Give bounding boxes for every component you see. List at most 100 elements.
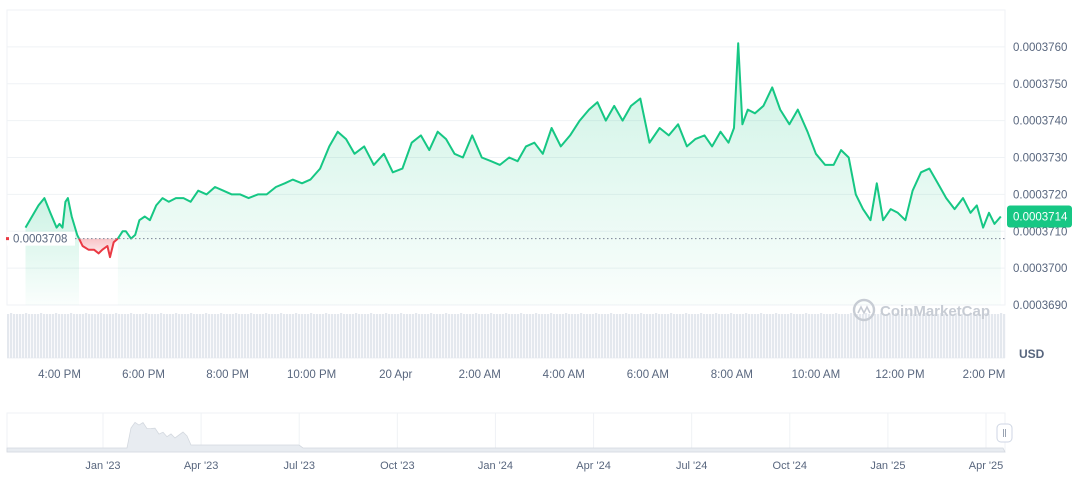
volume-bar (562, 314, 565, 358)
volume-bar (841, 314, 844, 358)
volume-bar (856, 314, 859, 358)
volume-bar (160, 313, 163, 358)
volume-bar (967, 314, 970, 358)
volume-bar (355, 313, 358, 358)
volume-bar (649, 314, 652, 358)
volume-bar (697, 314, 700, 358)
volume-bar (508, 314, 511, 358)
volume-bar (64, 314, 67, 358)
volume-bar (148, 314, 151, 358)
volume-bar (490, 313, 493, 358)
volume-bar (292, 314, 295, 358)
volume-bar (727, 314, 730, 358)
volume-bar (91, 314, 94, 358)
price-area-up (25, 198, 79, 305)
volume-bar (709, 314, 712, 358)
volume-bar (487, 314, 490, 358)
volume-bar (382, 314, 385, 358)
volume-bar (67, 314, 70, 358)
volume-bar (232, 314, 235, 358)
volume-bar (904, 314, 907, 358)
volume-bar (58, 314, 61, 358)
volume-bar (586, 314, 589, 358)
volume-bar (97, 314, 100, 358)
volume-bar (262, 314, 265, 358)
navigator-tick-label: Jan '23 (85, 460, 120, 472)
volume-bar (82, 314, 85, 358)
volume-bar (28, 314, 31, 358)
volume-bar (175, 313, 178, 358)
volume-bar (115, 313, 118, 358)
reference-label-bg (7, 231, 75, 246)
volume-bar (199, 314, 202, 358)
volume-bar (622, 314, 625, 358)
volume-bar (313, 314, 316, 358)
navigator-range-handle[interactable] (996, 423, 1013, 443)
volume-bar (568, 314, 571, 358)
volume-bar (559, 314, 562, 358)
volume-bar (739, 314, 742, 358)
volume-bar (790, 313, 793, 358)
volume-bar (349, 314, 352, 358)
volume-bar (307, 314, 310, 358)
volume-bar (835, 313, 838, 358)
volume-bar (226, 314, 229, 358)
x-tick-label: 10:00 PM (287, 369, 336, 381)
range-navigator[interactable]: Jan '23 Apr '23 Jul '23 Oct '23 Jan '24 Apr '… (6, 412, 1013, 472)
volume-bar (925, 313, 928, 358)
volume-bar (253, 314, 256, 358)
volume-bar (688, 314, 691, 358)
volume-bar (499, 314, 502, 358)
volume-bar (166, 314, 169, 358)
volume-bar (271, 314, 274, 358)
volume-bar (301, 314, 304, 358)
volume-bar (949, 314, 952, 358)
volume-bar (934, 314, 937, 358)
volume-bar (316, 314, 319, 358)
volume-bar (919, 314, 922, 358)
volume-bar (151, 314, 154, 358)
volume-bar (748, 314, 751, 358)
x-tick-label: 2:00 AM (459, 369, 501, 381)
volume-bar (304, 314, 307, 358)
navigator-tick-label: Jul '24 (676, 460, 707, 472)
volume-bar (358, 314, 361, 358)
volume-bars (7, 313, 1006, 358)
volume-bar (847, 314, 850, 358)
volume-bar (445, 313, 448, 358)
volume-bar (865, 313, 868, 358)
x-tick-label: 8:00 AM (711, 369, 753, 381)
volume-bar (367, 314, 370, 358)
volume-bar (814, 314, 817, 358)
volume-bar (259, 314, 262, 358)
volume-bar (409, 314, 412, 358)
volume-bar (193, 314, 196, 358)
volume-bar (478, 314, 481, 358)
volume-bar (19, 314, 22, 358)
volume-bar (667, 314, 670, 358)
volume-bar (112, 314, 115, 358)
volume-bar (244, 314, 247, 358)
navigator-tick-label: Oct '24 (773, 460, 808, 472)
volume-bar (652, 314, 655, 358)
volume-bar (799, 314, 802, 358)
volume-bar (736, 314, 739, 358)
volume-bar (223, 314, 226, 358)
y-axis: 0.0003760 0.0003750 0.0003740 0.0003730 0.00… (1007, 42, 1072, 361)
volume-bar (769, 314, 772, 358)
volume-bar (61, 314, 64, 358)
volume-bar (910, 313, 913, 358)
volume-bar (121, 314, 124, 358)
volume-bar (889, 314, 892, 358)
volume-bar (298, 314, 301, 358)
volume-bar (400, 313, 403, 358)
volume-bar (250, 313, 253, 358)
volume-bar (442, 314, 445, 358)
volume-bar (205, 313, 208, 358)
x-tick-label: 6:00 PM (122, 369, 165, 381)
y-tick-label: 0.0003730 (1013, 153, 1067, 165)
volume-bar (670, 313, 673, 358)
volume-bar (475, 313, 478, 358)
